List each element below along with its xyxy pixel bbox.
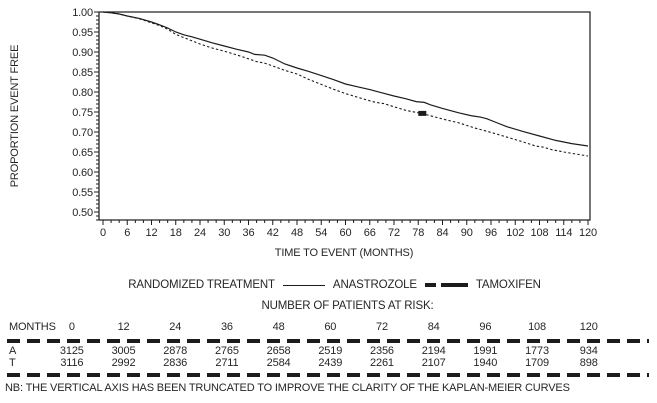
legend-title: RANDOMIZED TREATMENT <box>128 279 275 291</box>
month-cell: 120 <box>579 320 598 333</box>
risk-table-heading: NUMBER OF PATIENTS AT RISK: <box>261 300 434 312</box>
tamoxifen-marker <box>418 110 427 116</box>
y-axis-tick-label: 0.65 <box>72 147 93 159</box>
at-risk-count: 898 <box>579 357 598 369</box>
at-risk-count: 2107 <box>421 357 446 369</box>
month-cell: 24 <box>169 320 182 333</box>
y-axis-tick-label: 0.85 <box>72 67 93 79</box>
at-risk-count: 2658 <box>266 345 291 357</box>
at-risk-count: 3116 <box>60 357 84 369</box>
at-risk-count: 1773 <box>525 345 549 357</box>
at-risk-count: 2356 <box>370 345 394 357</box>
month-cell: 0 <box>68 320 75 333</box>
footnote: NB: THE VERTICAL AXIS HAS BEEN TRUNCATED… <box>5 382 570 394</box>
y-axis-title: PROPORTION EVENT FREE <box>9 45 21 188</box>
month-cell: 36 <box>220 320 233 333</box>
at-risk-count: 2194 <box>421 345 446 357</box>
month-cell: 48 <box>272 320 285 333</box>
plot-frame <box>98 11 591 221</box>
x-axis-title: TIME TO EVENT (MONTHS) <box>275 247 414 259</box>
at-risk-count: 934 <box>579 345 598 357</box>
x-axis-tick-label: 42 <box>267 227 279 239</box>
month-cell: 12 <box>117 320 130 333</box>
anastrozole-line-sample-icon <box>282 284 325 286</box>
x-axis-tick-label: 0 <box>100 227 106 239</box>
month-cell: 60 <box>324 320 337 333</box>
y-axis-tick-label: 0.55 <box>72 187 93 199</box>
tamoxifen-line-sample-icon <box>424 283 468 287</box>
month-cell: 108 <box>528 320 546 333</box>
x-axis-tick-label: 108 <box>531 227 549 239</box>
x-axis-tick-label: 6 <box>124 227 130 239</box>
y-axis-tick-label: 0.75 <box>72 107 93 119</box>
at-risk-count: 1991 <box>473 345 498 357</box>
x-axis-tick-label: 96 <box>485 227 497 239</box>
x-axis-tick-label: 78 <box>412 227 424 239</box>
x-axis-tick-label: 84 <box>437 227 449 239</box>
risk-months-row: MONTHS 0 12 24 36 48 60 72 84 96 108 120 <box>0 320 657 333</box>
at-risk-count: 2878 <box>163 345 188 357</box>
at-risk-count: 1709 <box>525 357 549 369</box>
anastrozole-curve <box>102 11 589 147</box>
legend: RANDOMIZED TREATMENT ANASTROZOLE TAMOXIF… <box>12 277 657 293</box>
y-axis-tick-label: 0.60 <box>72 167 93 179</box>
x-axis-tick-label: 18 <box>170 227 182 239</box>
x-axis-tick-label: 66 <box>364 227 376 239</box>
x-axis-tick-label: 120 <box>579 227 597 239</box>
x-axis-tick-label: 30 <box>218 227 230 239</box>
month-cell: 96 <box>479 320 492 333</box>
y-axis-tick-label: 0.50 <box>72 207 93 219</box>
legend-label-tamoxifen: TAMOXIFEN <box>475 279 541 291</box>
x-axis-tick-label: 114 <box>555 227 572 239</box>
y-axis-tick-label: 0.80 <box>72 87 93 99</box>
x-axis-tick-label: 48 <box>291 227 303 239</box>
x-axis-tick-label: 102 <box>506 227 524 239</box>
at-risk-count: 1940 <box>473 357 498 369</box>
x-axis-tick-label: 60 <box>340 227 352 239</box>
x-axis-tick-label: 90 <box>461 227 473 239</box>
at-risk-count: 3005 <box>111 345 136 357</box>
row-label: A <box>9 345 17 357</box>
y-axis-tick-label: 1.00 <box>72 7 93 19</box>
at-risk-count: 2261 <box>370 357 394 369</box>
x-axis-tick-label: 12 <box>146 227 158 239</box>
at-risk-count: 2439 <box>318 357 343 369</box>
km-plot: 0 6 12 18 24 30 36 42 48 54 60 66 72 78 84 90 96 102 108 11… <box>9 7 597 259</box>
y-axis-tick-label: 0.90 <box>72 47 93 59</box>
x-axis-tick-label: 24 <box>194 227 206 239</box>
table-separator-bottom <box>7 373 649 377</box>
at-risk-row-anastrozole: A 3125 3005 2878 2765 2658 2519 2356 2194 1991 177… <box>0 345 657 357</box>
x-axis-tick-label: 72 <box>388 227 400 239</box>
y-axis-tick-label: 0.95 <box>72 27 93 39</box>
at-risk-count: 2711 <box>215 357 239 369</box>
legend-label-anastrozole: ANASTROZOLE <box>332 279 417 291</box>
at-risk-count: 2992 <box>111 357 136 369</box>
at-risk-count: 2584 <box>266 357 291 369</box>
at-risk-row-tamoxifen: T 3116 2992 2836 2711 2584 2439 2261 2107 1940 170… <box>0 357 657 369</box>
table-separator-top <box>7 339 649 343</box>
risk-table: MONTHS 0 12 24 36 48 60 72 84 96 108 120 A 3125 3005… <box>0 320 657 377</box>
x-axis-tick-label: 36 <box>243 227 255 239</box>
month-cell: 72 <box>376 320 388 333</box>
at-risk-count: 3125 <box>59 345 84 357</box>
at-risk-count: 2765 <box>214 345 239 357</box>
months-label: MONTHS <box>9 320 56 333</box>
y-axis-tick-label: 0.70 <box>72 127 93 139</box>
row-label: T <box>9 357 16 369</box>
at-risk-count: 2519 <box>318 345 343 357</box>
month-cell: 84 <box>427 320 440 333</box>
at-risk-count: 2836 <box>163 357 188 369</box>
x-axis-tick-label: 54 <box>315 227 327 239</box>
